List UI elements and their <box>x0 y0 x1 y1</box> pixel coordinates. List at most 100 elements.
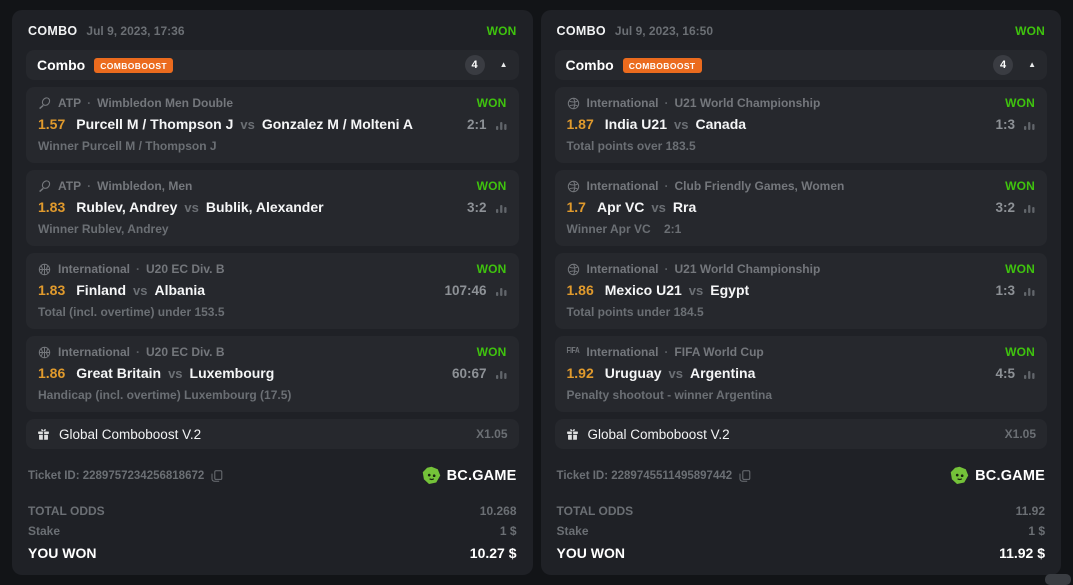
away-team: Gonzalez M / Molteni A <box>261 116 414 132</box>
stats-icon[interactable] <box>495 119 507 130</box>
stats-icon[interactable] <box>495 368 507 379</box>
copy-icon[interactable] <box>739 469 751 482</box>
tennis-racket-icon <box>38 96 51 110</box>
bet-leg: International · U21 World Championship W… <box>554 253 1047 329</box>
vs-label: vs <box>688 282 704 298</box>
separator: · <box>664 262 669 276</box>
tennis-racket-icon <box>38 179 51 193</box>
combo-title: Combo <box>37 57 86 73</box>
bcgame-logo-icon <box>950 466 969 485</box>
bet-league: Wimbledon, Men <box>97 179 193 193</box>
boost-multiplier: X1.05 <box>1004 427 1036 441</box>
bet-status-badge: WON <box>1005 262 1035 276</box>
bet-odds: 1.87 <box>566 116 594 132</box>
bet-category: International <box>586 262 659 276</box>
boost-label: Global Comboboost V.2 <box>587 426 730 442</box>
volleyball-icon <box>567 263 580 276</box>
home-team: Finland <box>76 282 127 298</box>
vs-label: vs <box>668 365 684 381</box>
away-team: Luxembourg <box>189 365 275 381</box>
copy-icon[interactable] <box>211 469 223 482</box>
match-score: 60:67 <box>451 365 487 381</box>
home-team: India U21 <box>604 116 667 132</box>
combo-toggle-bar[interactable]: Combo COMBOBOOST 4 ▲ <box>554 50 1047 80</box>
vs-label: vs <box>133 282 148 298</box>
ticket-date: Jul 9, 2023, 17:36 <box>86 24 185 38</box>
bet-league: U21 World Championship <box>674 262 821 276</box>
bet-odds: 1.83 <box>38 282 66 298</box>
separator: · <box>664 96 669 110</box>
stats-icon[interactable] <box>495 202 507 213</box>
ticket-id: Ticket ID: 2289745511495897442 <box>556 469 733 482</box>
bet-odds: 1.86 <box>566 282 594 298</box>
bet-category: International <box>586 345 659 359</box>
totals-section: TOTAL ODDS 11.92 Stake 1 $ YOU WON 11.92… <box>555 498 1048 561</box>
comboboost-row: Global Comboboost V.2 X1.05 <box>26 419 519 449</box>
stake-value: 1 $ <box>499 524 517 538</box>
combo-toggle-bar[interactable]: Combo COMBOBOOST 4 ▲ <box>26 50 519 80</box>
bet-type-label: COMBO <box>556 24 606 38</box>
match-score: 107:46 <box>444 282 487 298</box>
scrollbar-thumb[interactable] <box>1045 574 1071 585</box>
boost-label: Global Comboboost V.2 <box>59 426 202 442</box>
match-score: 3:2 <box>995 199 1015 215</box>
away-team: Bublik, Alexander <box>205 199 324 215</box>
stats-icon[interactable] <box>1024 368 1035 379</box>
bet-category: International <box>58 345 131 359</box>
bet-leg: FIFA International · FIFA World Cup WON … <box>554 336 1047 412</box>
bcgame-logo-icon <box>422 466 440 485</box>
bet-league: U21 World Championship <box>674 96 821 110</box>
bet-leg: ATP · Wimbledon, Men WON 1.83 Rublev, An… <box>26 170 519 246</box>
bet-odds: 1.57 <box>38 116 66 132</box>
bet-leg: International · Club Friendly Games, Wom… <box>554 170 1047 246</box>
stats-icon[interactable] <box>1024 285 1035 296</box>
bet-status-badge: WON <box>476 262 507 276</box>
bet-type-label: COMBO <box>28 24 78 38</box>
total-odds-value: 10.268 <box>479 504 517 518</box>
bet-league: U20 EC Div. B <box>146 262 225 276</box>
bet-pick-score: 2:1 <box>663 222 682 236</box>
match-score: 4:5 <box>995 365 1015 381</box>
stats-icon[interactable] <box>1024 202 1035 213</box>
ticket-id: Ticket ID: 2289757234256818672 <box>28 469 205 482</box>
bet-pick: Winner Purcell M / Thompson J <box>38 139 217 153</box>
stats-icon[interactable] <box>1024 119 1035 130</box>
home-team: Mexico U21 <box>604 282 682 298</box>
vs-label: vs <box>184 199 199 215</box>
ticket-footer: Ticket ID: 2289745511495897442 BC.GAME <box>555 466 1048 485</box>
bet-league: Club Friendly Games, Women <box>674 179 845 193</box>
bet-category: ATP <box>58 179 82 193</box>
separator: · <box>664 345 669 359</box>
you-won-label: YOU WON <box>28 545 97 561</box>
bet-odds: 1.83 <box>38 199 66 215</box>
stake-label: Stake <box>556 524 589 538</box>
comboboost-badge: COMBOBOOST <box>622 57 702 73</box>
bet-category: International <box>586 179 659 193</box>
bet-category: ATP <box>58 96 82 110</box>
comboboost-row: Global Comboboost V.2 X1.05 <box>554 419 1047 449</box>
bet-status-badge: WON <box>476 179 507 193</box>
chevron-up-icon[interactable]: ▲ <box>499 60 508 69</box>
home-team: Rublev, Andrey <box>76 199 178 215</box>
legs-count-badge: 4 <box>993 55 1014 75</box>
brand-logo: BC.GAME <box>422 466 517 485</box>
bet-odds: 1.7 <box>566 199 586 215</box>
bet-pick-text: Winner Apr VC <box>566 222 651 236</box>
totals-section: TOTAL ODDS 10.268 Stake 1 $ YOU WON 10.2… <box>26 498 519 561</box>
chevron-up-icon[interactable]: ▲ <box>1028 60 1036 69</box>
volleyball-icon <box>567 180 580 193</box>
basketball-icon <box>38 346 51 359</box>
stats-icon[interactable] <box>495 285 507 296</box>
bet-pick: Total (incl. overtime) under 153.5 <box>38 305 225 319</box>
total-odds-label: TOTAL ODDS <box>28 504 105 518</box>
away-team: Albania <box>154 282 206 298</box>
fifa-logo-icon: FIFA <box>566 346 580 356</box>
home-team: Uruguay <box>604 365 662 381</box>
vs-label: vs <box>168 365 183 381</box>
bet-league: Wimbledon Men Double <box>97 96 233 110</box>
ticket-date: Jul 9, 2023, 16:50 <box>614 24 713 38</box>
bet-odds: 1.86 <box>38 365 66 381</box>
you-won-value: 10.27 $ <box>469 545 517 561</box>
separator: · <box>87 96 92 110</box>
